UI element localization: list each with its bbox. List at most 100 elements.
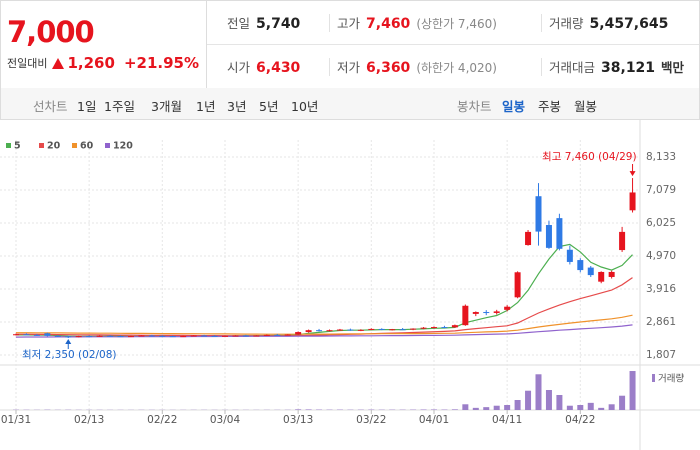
volume-bar (420, 409, 427, 410)
low-annotation: 최저 2,350 (02/08) (22, 349, 117, 361)
y-tick-label: 3,916 (646, 283, 676, 295)
summary-cell: 전일 5,740 (227, 13, 300, 32)
candle-body (232, 335, 239, 337)
period-tab[interactable]: 3년 (227, 99, 247, 114)
high-annotation: 최고 7,460 (04/29) (542, 151, 637, 163)
legend-swatch (39, 143, 44, 148)
ma-line (16, 314, 633, 335)
low-arrowhead (65, 339, 72, 345)
candle-body (274, 334, 281, 336)
volume-bar (525, 390, 532, 410)
volume-bar (295, 409, 302, 410)
summary-cell: 시가 6,430 (227, 57, 300, 76)
up-icon (52, 57, 65, 69)
legend-swatch (6, 143, 11, 148)
summary-label: 거래량 (549, 16, 584, 31)
y-tick-label: 2,861 (646, 316, 676, 328)
volume-bar (472, 407, 479, 410)
legend-swatch (72, 143, 77, 148)
period-tab[interactable]: 1일 (77, 99, 97, 114)
volume-bar (545, 390, 552, 410)
quote-header: 7,000 전일대비 1,260 +21.95% 전일 5,740 고가 7,460 (… (0, 0, 700, 89)
volume-bar (514, 400, 521, 410)
period-tab[interactable]: 5년 (259, 99, 279, 114)
candle-body (410, 328, 417, 330)
volume-bar (587, 402, 594, 410)
change-line: 전일대비 1,260 +21.95% (7, 54, 199, 72)
summary-cell: 거래량 5,457,645 (549, 13, 668, 32)
candle-body (295, 332, 302, 335)
row-divider (207, 44, 699, 45)
candle-body (451, 325, 458, 328)
candle-body (222, 335, 228, 337)
summary-value: 7,460 (366, 16, 411, 32)
candle-body (389, 329, 396, 331)
volume-bar (493, 405, 500, 410)
ma-line (16, 243, 633, 337)
candle-body (619, 231, 626, 251)
volume-bar (504, 405, 511, 410)
candle-body (86, 336, 93, 338)
price-box: 7,000 전일대비 1,260 +21.95% (1, 1, 207, 88)
candle-body (13, 334, 19, 336)
period-tab[interactable]: 3개월 (151, 99, 182, 114)
candle-body (284, 334, 291, 336)
column-divider (329, 58, 330, 76)
candle-tab[interactable]: 주봉 (538, 99, 562, 114)
candle-body (629, 192, 636, 211)
change-label: 전일대비 (7, 57, 48, 70)
period-tab[interactable]: 1년 (196, 99, 216, 114)
column-divider (541, 58, 542, 76)
candle-body (598, 271, 605, 282)
candle-body (577, 260, 584, 271)
volume-bar (431, 409, 437, 410)
chart: 8,133 7,079 6,025 4,970 3,916 2,861 1,807 01/31… (0, 120, 700, 450)
candle-tab[interactable]: 월봉 (574, 99, 598, 114)
candle-body (96, 335, 103, 337)
candle-body (180, 336, 187, 338)
candle-body (44, 333, 51, 336)
candle-body (201, 335, 208, 337)
volume-bar (566, 405, 573, 410)
legend-label: 60 (80, 141, 94, 152)
x-tick-label: 03/13 (283, 414, 313, 426)
candle-body (159, 335, 166, 337)
candle-body (33, 334, 40, 336)
y-tick-label: 4,970 (646, 250, 676, 262)
candle-tab[interactable]: 일봉 (502, 99, 526, 114)
summary-cell: 거래대금 38,121 백만 (549, 57, 684, 76)
candle-body (316, 330, 323, 332)
legend-label: 120 (113, 141, 133, 152)
summary-value: 6,360 (366, 60, 411, 76)
candle-body (545, 225, 552, 248)
candle-body (138, 335, 145, 337)
summary-value: 5,740 (256, 16, 301, 32)
legend-label: 5 (14, 141, 21, 152)
period-tab[interactable]: 1주일 (104, 99, 135, 114)
tab-group-label: 선차트 (33, 99, 68, 114)
candle-body (253, 335, 260, 337)
summary-label: 전일 (227, 16, 251, 31)
candle-body (483, 312, 490, 314)
candle-body (190, 335, 197, 337)
candle-body (556, 218, 563, 249)
candle-body (75, 336, 82, 338)
summary-cell: 저가 6,360 (하한가 4,020) (337, 57, 497, 76)
candle-body (493, 311, 500, 313)
candle-body (504, 306, 511, 310)
volume-bar (451, 409, 458, 410)
tab-group-label: 봉차트 (457, 99, 492, 114)
y-tick-label: 6,025 (646, 217, 676, 229)
x-tick-label: 03/04 (210, 414, 241, 426)
candle-body (525, 231, 532, 246)
candle-body (472, 312, 479, 314)
current-price: 7,000 (7, 15, 95, 49)
change-rate: +21.95% (123, 54, 199, 72)
volume-bar (462, 404, 469, 410)
period-tab[interactable]: 10년 (291, 99, 319, 114)
volume-bar (483, 407, 490, 410)
high-arrowhead (629, 171, 636, 177)
volume-legend-label: 거래량 (658, 373, 684, 385)
candle-body (242, 335, 249, 337)
